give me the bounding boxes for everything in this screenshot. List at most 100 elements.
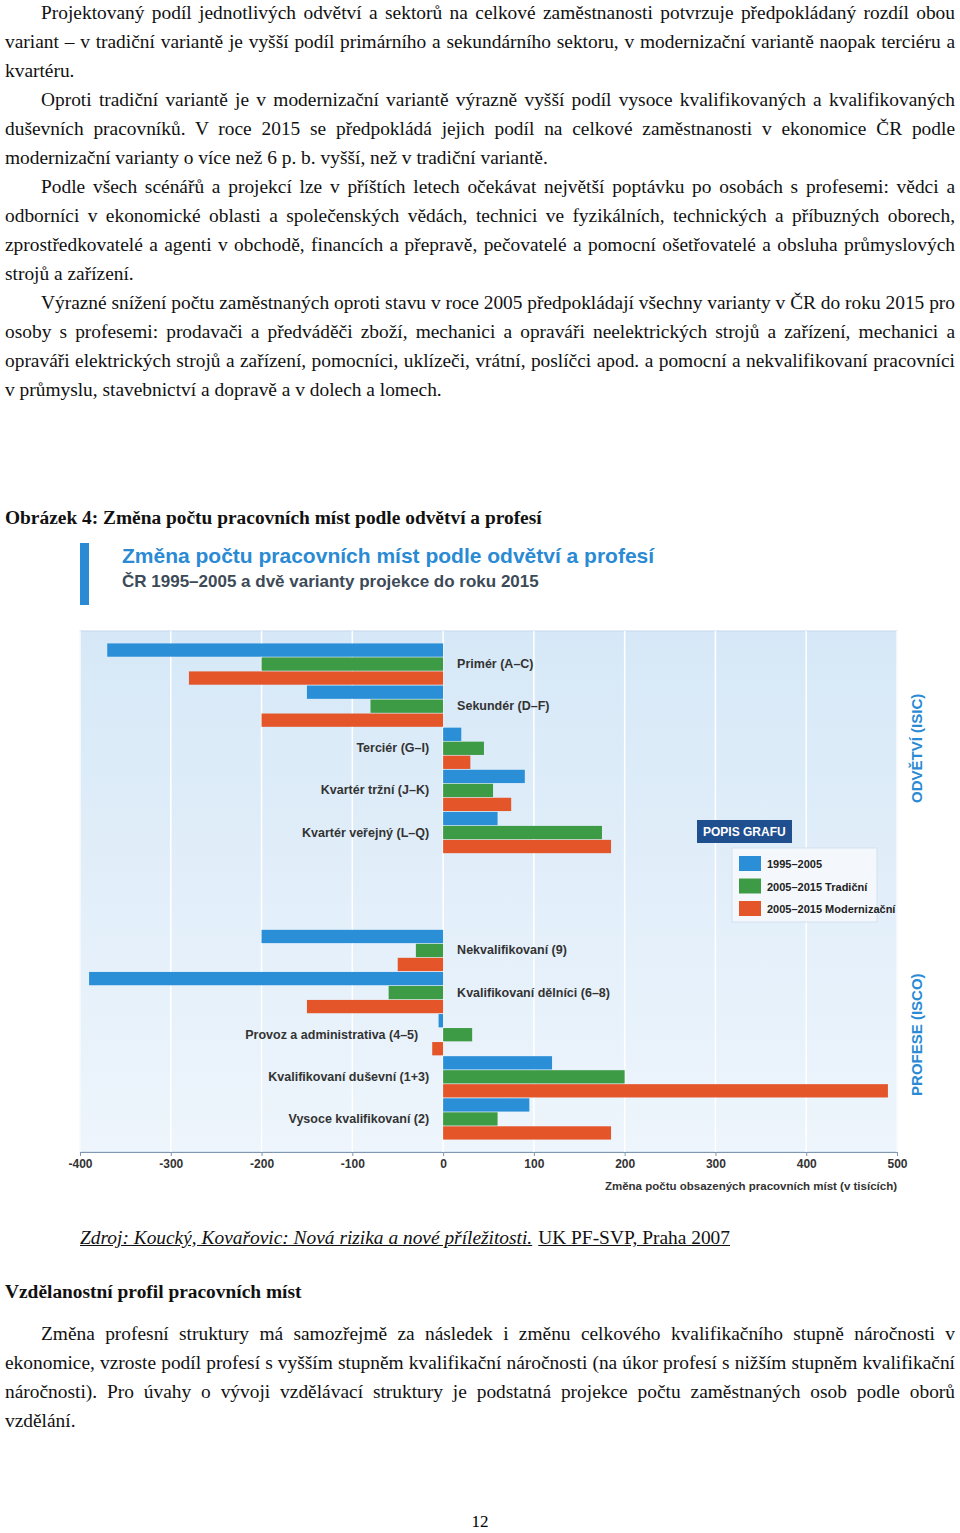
bar [398, 958, 443, 971]
tick-label: 400 [797, 1157, 817, 1171]
bar [443, 1112, 497, 1125]
text-block: Projektovaný podíl jednotlivých odvětví … [5, 0, 955, 404]
paragraph: Výrazné snížení počtu zaměstnaných oprot… [5, 288, 955, 404]
bar [443, 1070, 625, 1083]
grid-line [261, 631, 263, 1152]
tick-label: -100 [341, 1157, 365, 1171]
tick: -100 [341, 1152, 365, 1171]
bar [443, 1056, 552, 1069]
tick-label: -200 [250, 1157, 274, 1171]
paragraph: Oproti tradiční variantě je v modernizač… [5, 85, 955, 172]
bar [443, 826, 602, 839]
tick-label: -400 [68, 1157, 92, 1171]
bar [307, 686, 443, 699]
group-label: PROFESE (ISCO) [908, 973, 925, 1096]
tick-mark [625, 1152, 626, 1156]
bar [107, 643, 443, 656]
paragraph: Podle všech scénářů a projekcí lze v pří… [5, 172, 955, 288]
bar [443, 1126, 611, 1139]
tick-mark [352, 1152, 353, 1156]
bar [189, 671, 443, 684]
text-block: Změna profesní struktury má samozřejmě z… [5, 1319, 955, 1435]
tick-mark [534, 1152, 535, 1156]
bar [439, 1014, 444, 1027]
tick: 200 [615, 1152, 635, 1171]
plot-panel [80, 631, 897, 1152]
legend-title: POPIS GRAFU [703, 825, 786, 839]
grid [80, 631, 897, 1152]
tick-label: 200 [615, 1157, 635, 1171]
category-label: Kvartér tržní (J–K) [321, 783, 429, 797]
section-heading: Vzdělanostní profil pracovních míst [5, 1277, 955, 1306]
category-label: Kvalifikovaní dělníci (6–8) [457, 986, 610, 1000]
bar [432, 1042, 443, 1055]
page: Projektovaný podíl jednotlivých odvětví … [0, 0, 960, 1533]
x-axis-line [81, 1153, 898, 1157]
bar [443, 798, 511, 811]
page-number: 12 [0, 1512, 960, 1532]
tick: -200 [250, 1152, 274, 1171]
tick: -300 [159, 1152, 183, 1171]
bar [443, 1084, 888, 1097]
bar [262, 930, 444, 943]
bar [443, 728, 461, 741]
bar [370, 700, 443, 713]
tick-mark [715, 1152, 716, 1156]
category-label: Kvalifikovaní duševní (1+3) [268, 1070, 429, 1084]
tick-mark [262, 1152, 263, 1156]
bar [307, 1000, 443, 1013]
bar [262, 714, 444, 727]
bar [89, 972, 443, 985]
chart: Změna počtu pracovních míst podle odvětv… [0, 535, 960, 1205]
tick-mark [806, 1152, 807, 1156]
chart-title: Změna počtu pracovních míst podle odvětv… [122, 544, 655, 567]
bar [443, 742, 484, 755]
bar [443, 784, 493, 797]
tick-mark [897, 1152, 898, 1156]
category-label: Primér (A–C) [457, 657, 533, 671]
tick: 500 [887, 1152, 907, 1171]
tick: 100 [524, 1152, 544, 1171]
legend-label: 1995–2005 [767, 858, 822, 870]
x-axis-title: Změna počtu obsazených pracovních míst (… [605, 1180, 897, 1192]
tick: 300 [706, 1152, 726, 1171]
bars [89, 643, 888, 1139]
legend-swatch [739, 856, 761, 871]
legend-swatch [739, 901, 761, 916]
legend-header [697, 820, 792, 843]
bar [443, 1098, 529, 1111]
tick: 0 [440, 1152, 447, 1171]
tick-label: 300 [706, 1157, 726, 1171]
category-label: Sekundér (D–F) [457, 699, 549, 713]
bar [443, 840, 611, 853]
category-label: Terciér (G–I) [356, 741, 429, 755]
bar [443, 1028, 472, 1041]
paragraph: Projektovaný podíl jednotlivých odvětví … [5, 0, 955, 85]
category-label: Provoz a administrativa (4–5) [245, 1028, 418, 1042]
bar [416, 944, 443, 957]
tick-label: -300 [159, 1157, 183, 1171]
tick-label: 500 [887, 1157, 907, 1171]
source-text: Zdroj: Koucký, Kovařovic: Nová rizika a … [80, 1227, 532, 1248]
chart-subtitle: ČR 1995–2005 a dvě varianty projekce do … [122, 572, 539, 591]
tick-mark [80, 1152, 81, 1156]
paragraph: Změna profesní struktury má samozřejmě z… [5, 1319, 955, 1435]
bar [389, 986, 443, 999]
figure-source: Zdroj: Koucký, Kovařovic: Nová rizika a … [80, 1223, 950, 1252]
tick-label: 0 [440, 1157, 447, 1171]
source-text: UK PF-SVP, Praha 2007 [538, 1227, 730, 1248]
bar [443, 812, 497, 825]
group-label: ODVĚTVÍ (ISIC) [908, 694, 925, 803]
legend-label: 2005–2015 Modernizační [767, 903, 896, 915]
tick: 400 [797, 1152, 817, 1171]
category-label: Nekvalifikovaní (9) [457, 943, 567, 957]
grid-line [79, 631, 81, 1152]
category-label: Vysoce kvalifikovaní (2) [289, 1112, 430, 1126]
tick: -400 [68, 1152, 92, 1171]
bar [443, 770, 525, 783]
category-labels: Primér (A–C) Sekundér (D–F) Terciér (G–I) K… [245, 657, 610, 1126]
grid-line [170, 631, 172, 1152]
x-axis: -400 -300 -200 -100 0 100 200 300 400 500 [68, 1152, 907, 1171]
title-accent [80, 543, 89, 605]
category-label: Kvartér veřejný (L–Q) [302, 826, 429, 840]
